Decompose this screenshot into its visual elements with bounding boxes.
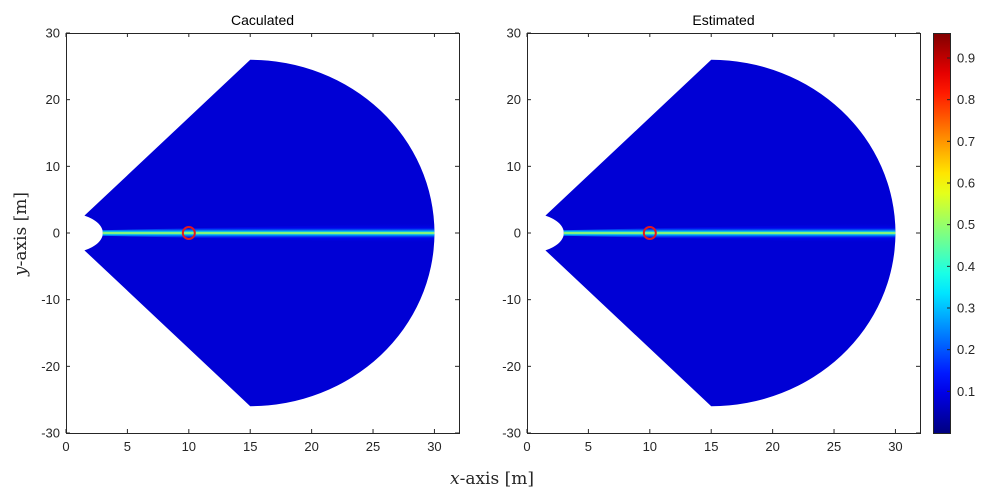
colorbar: 0.1 0.2 0.3 0.4 0.5 0.6 0.7 0.8 0.9: [933, 33, 975, 434]
colorbar-tick-label: 0.6: [957, 176, 975, 191]
colorbar-tick-label: 0.1: [957, 384, 975, 399]
y-tick-label: -10: [502, 292, 521, 307]
x-tick-label: 15: [704, 439, 718, 454]
y-axis-title: y-axis [m]: [11, 192, 31, 277]
y-tick-label: -10: [41, 292, 60, 307]
x-tick-label: 20: [304, 439, 318, 454]
x-tick-label: 25: [827, 439, 841, 454]
colorbar-tick-label: 0.7: [957, 134, 975, 149]
colorbar-tick-label: 0.8: [957, 92, 975, 107]
target-marker: [181, 226, 196, 240]
x-tick-label: 30: [888, 439, 902, 454]
y-tick-label: -20: [502, 359, 521, 374]
x-axis-title: x-axis [m]: [450, 469, 534, 489]
x-tick-label: 15: [243, 439, 257, 454]
colorbar-tick-label: 0.2: [957, 342, 975, 357]
y-tick-label: 10: [507, 159, 521, 174]
colorbar-fill: [933, 33, 950, 433]
x-tick-label: 0: [62, 439, 69, 454]
y-tick-label: 10: [46, 159, 60, 174]
x-tick-label: 20: [765, 439, 779, 454]
panel-title: Caculated: [231, 12, 294, 28]
colorbar-tick-label: 0.3: [957, 301, 975, 316]
y-tick-label: 30: [507, 26, 521, 41]
y-tick-label: -20: [41, 359, 60, 374]
x-tick-label: 30: [427, 439, 441, 454]
y-tick-label: 0: [53, 226, 60, 241]
panel-title: Estimated: [692, 12, 754, 28]
y-tick-label: 20: [46, 92, 60, 107]
colorbar-frame: [933, 33, 951, 434]
panels: 0 5 10 15 20 25 30 -30 -20 -10 0 10 20 30 Caculated 0 5 1…: [41, 12, 921, 454]
x-tick-label: 10: [182, 439, 196, 454]
colorbar-tick-label: 0.5: [957, 217, 975, 232]
x-tick-label: 10: [643, 439, 657, 454]
panel-1: 0 5 10 15 20 25 30 -30 -20 -10 0 10 20 30 Caculated: [41, 12, 460, 454]
colorbar-tick-label: 0.4: [957, 259, 975, 274]
y-tick-label: 20: [507, 92, 521, 107]
panel-2: 0 5 10 15 20 25 30 -30 -20 -10 0 10 20 30 Estimated: [502, 12, 921, 454]
x-tick-label: 5: [124, 439, 131, 454]
target-marker: [642, 226, 657, 240]
y-tick-label: -30: [502, 426, 521, 441]
x-tick-label: 25: [366, 439, 380, 454]
x-tick-label: 5: [585, 439, 592, 454]
y-tick-label: 0: [514, 226, 521, 241]
x-tick-label: 0: [523, 439, 530, 454]
y-tick-label: 30: [46, 26, 60, 41]
colorbar-tick-label: 0.9: [957, 51, 975, 66]
y-tick-label: -30: [41, 426, 60, 441]
